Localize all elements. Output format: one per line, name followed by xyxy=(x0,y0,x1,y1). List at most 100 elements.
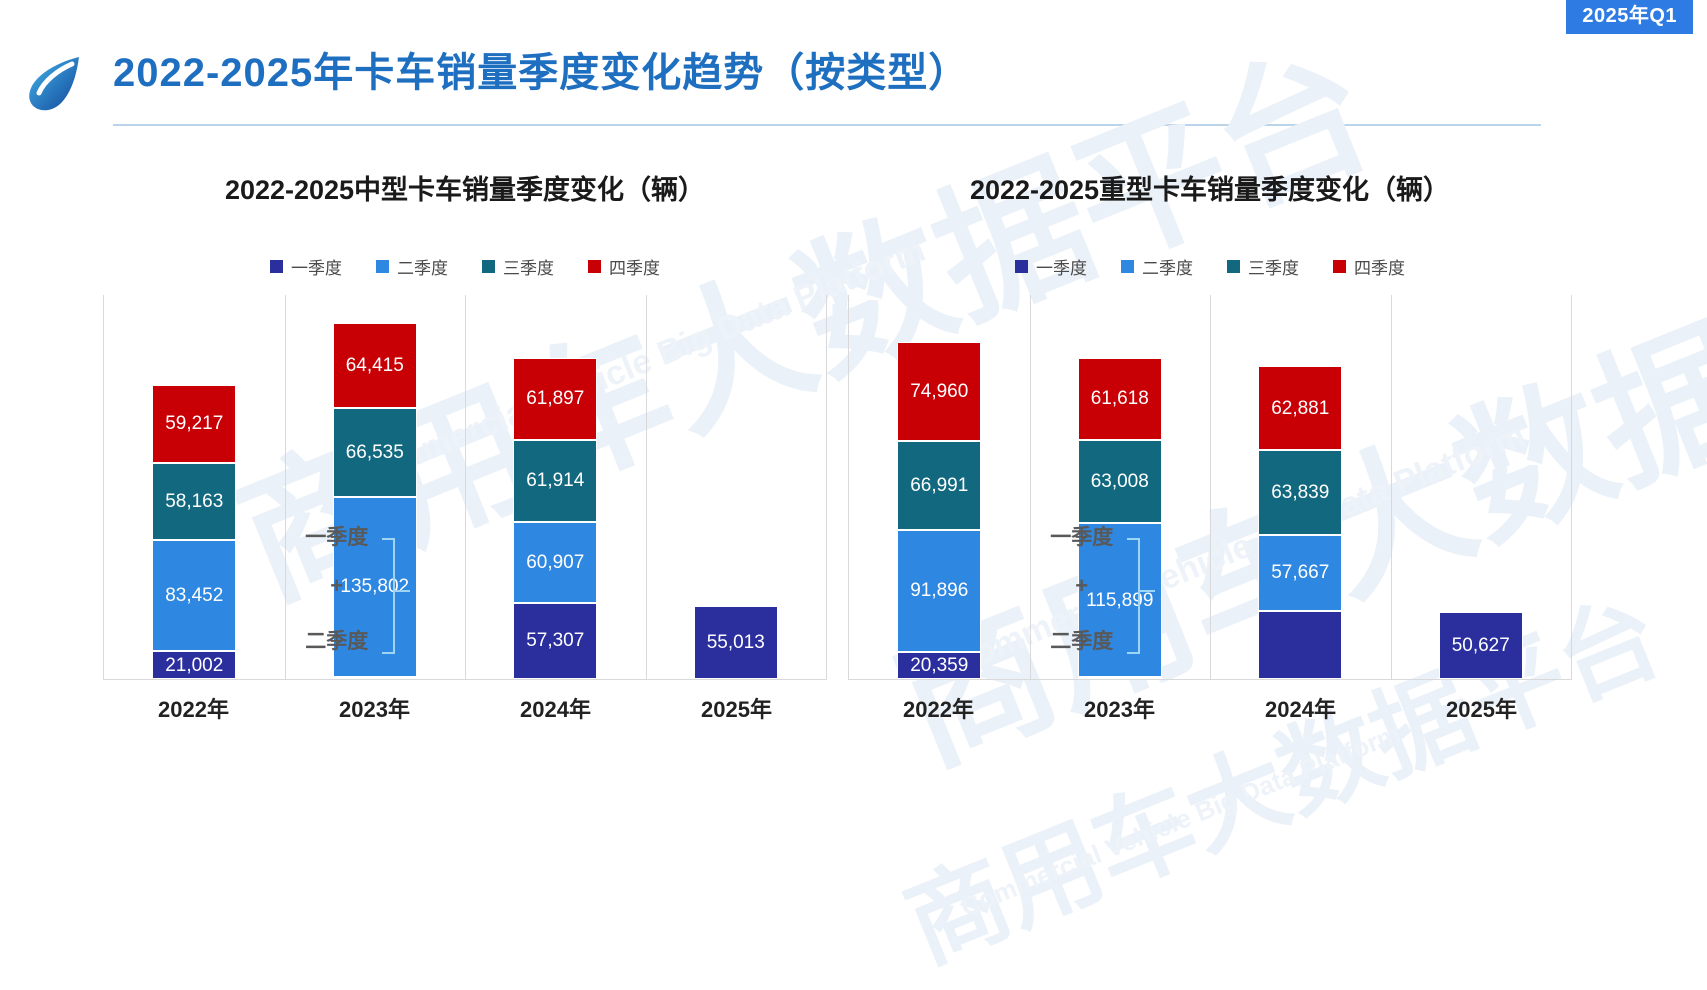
bar-segment[interactable]: 62,881 xyxy=(1258,366,1343,450)
bar-group: 57,667 63,839 62,881 xyxy=(1210,295,1391,679)
plot-separator xyxy=(645,295,647,679)
bar-value-label: 61,914 xyxy=(526,470,585,492)
bar-segment[interactable]: 115,899 xyxy=(1077,523,1162,677)
bar-segment[interactable]: 63,839 xyxy=(1258,449,1343,535)
annotation-top-label: 一季度 xyxy=(1050,526,1114,549)
chart-panel-medium-truck: 2022-2025中型卡车销量季度变化（辆） 一季度 二季度 三季度 四季度 21,0… xyxy=(95,160,835,760)
bar-value-label: 57,667 xyxy=(1271,562,1330,584)
bar-value-label: 50,627 xyxy=(1451,634,1510,656)
bar-value-label: 115,899 xyxy=(1086,589,1154,611)
bar-value-label: 20,359 xyxy=(910,654,969,676)
legend-label: 三季度 xyxy=(1248,258,1299,278)
legend-label: 四季度 xyxy=(1354,258,1405,278)
plot-area: 21,002 83,452 58,163 59,217 0 135,802 66,535 64… xyxy=(103,295,827,682)
bar-segment[interactable]: 83,452 xyxy=(152,540,237,652)
bar-segment[interactable]: 63,008 xyxy=(1077,439,1162,524)
bar-segment[interactable] xyxy=(1258,611,1343,679)
bar-stack[interactable]: 57,667 63,839 62,881 xyxy=(1258,366,1343,679)
bar-group: 55,013 xyxy=(646,295,827,679)
bar-group: 50,627 xyxy=(1391,295,1572,679)
bar-value-label: 57,307 xyxy=(526,630,585,652)
legend-swatch-icon xyxy=(588,259,601,273)
legend-label: 二季度 xyxy=(1142,258,1193,278)
legend-label: 三季度 xyxy=(503,258,554,278)
bar-value-label: 63,008 xyxy=(1090,470,1149,492)
q1-plus-q2-annotation: 一季度 + 二季度 xyxy=(1037,521,1167,671)
bar-group: 21,002 83,452 58,163 59,217 xyxy=(104,295,285,679)
annotation-bottom-label: 二季度 xyxy=(1050,630,1114,653)
annotation-plus-label: + xyxy=(1075,573,1089,598)
bar-value-label: 66,991 xyxy=(910,475,969,497)
bar-segment[interactable]: 61,618 xyxy=(1077,357,1162,440)
annotation-top-label: 一季度 xyxy=(305,526,369,549)
legend-swatch-icon xyxy=(376,259,389,273)
page-title: 2022-2025年卡车销量季度变化趋势（按类型） xyxy=(113,51,970,95)
legend-swatch-icon xyxy=(270,259,283,273)
bar-value-label: 61,897 xyxy=(526,388,585,410)
bar-segment[interactable]: 66,535 xyxy=(332,408,417,497)
bar-stack[interactable]: 57,307 60,907 61,914 61,897 xyxy=(513,357,598,679)
bracket-icon xyxy=(1126,538,1155,654)
legend-item[interactable]: 四季度 xyxy=(1333,254,1405,279)
plot-area: 20,359 91,896 66,991 74,960 0 115,899 63,008 61… xyxy=(848,295,1572,682)
bar-segment[interactable]: 59,217 xyxy=(152,384,237,464)
x-axis-label: 2024年 xyxy=(520,697,591,722)
bracket-icon xyxy=(381,538,410,654)
plot-separator xyxy=(465,295,466,679)
x-axis-label: 2025年 xyxy=(701,697,772,722)
bar-stack[interactable]: 55,013 xyxy=(693,605,778,679)
chart-title: 2022-2025重型卡车销量季度变化（辆） xyxy=(969,175,1451,205)
bar-segment[interactable]: 50,627 xyxy=(1438,611,1523,679)
bar-segment[interactable]: 74,960 xyxy=(897,341,982,442)
bar-group: 0 135,802 66,535 64,415 xyxy=(285,295,466,682)
bar-segment[interactable]: 61,897 xyxy=(513,357,598,440)
legend-item[interactable]: 一季度 xyxy=(270,254,342,279)
legend-swatch-icon xyxy=(1015,259,1028,273)
bar-segment[interactable]: 57,307 xyxy=(513,602,598,679)
legend-item[interactable]: 一季度 xyxy=(1015,254,1087,279)
bar-segment[interactable]: 57,667 xyxy=(1258,534,1343,612)
annotation-plus-label: + xyxy=(330,573,344,598)
legend-label: 四季度 xyxy=(609,258,660,278)
legend-swatch-icon xyxy=(1121,259,1134,273)
bar-value-label: 66,535 xyxy=(345,442,404,464)
legend-item[interactable]: 三季度 xyxy=(1227,254,1299,279)
bar-segment[interactable]: 0 xyxy=(1077,663,1162,682)
annotation-bottom-label: 二季度 xyxy=(305,630,369,653)
bar-stack[interactable]: 0 135,802 66,535 64,415 xyxy=(332,322,417,682)
plot-separator xyxy=(1210,295,1211,679)
leaf-logo-icon xyxy=(29,57,79,111)
bar-group: 57,307 60,907 61,914 61,897 xyxy=(465,295,646,679)
bar-segment[interactable]: 0 xyxy=(332,663,417,682)
x-axis-label: 2025年 xyxy=(1446,697,1517,722)
bar-segment[interactable]: 91,896 xyxy=(897,530,982,652)
bar-segment[interactable]: 21,002 xyxy=(152,651,237,679)
bar-segment[interactable]: 58,163 xyxy=(152,463,237,541)
bar-value-label: 58,163 xyxy=(165,491,224,513)
x-axis: 2022年 2023年 2024年 2025年 xyxy=(848,680,1572,724)
bar-value-label: 55,013 xyxy=(706,631,765,653)
bar-segment[interactable]: 55,013 xyxy=(693,605,778,679)
legend-label: 二季度 xyxy=(397,258,448,278)
legend-item[interactable]: 三季度 xyxy=(482,254,554,279)
bar-stack[interactable]: 0 115,899 63,008 61,618 xyxy=(1077,357,1162,682)
bar-stack[interactable]: 21,002 83,452 58,163 59,217 xyxy=(152,384,237,679)
legend-item[interactable]: 二季度 xyxy=(1121,254,1193,279)
bar-stack[interactable]: 50,627 xyxy=(1438,611,1523,679)
legend-item[interactable]: 四季度 xyxy=(588,254,660,279)
bar-value-label: 62,881 xyxy=(1271,397,1330,419)
bar-value-label: 63,839 xyxy=(1271,481,1330,503)
legend-item[interactable]: 二季度 xyxy=(376,254,448,279)
x-axis: 2022年 2023年 2024年 2025年 xyxy=(103,680,827,724)
bar-segment[interactable]: 61,914 xyxy=(513,439,598,523)
bar-segment[interactable]: 135,802 xyxy=(332,496,417,677)
chart-legend: 一季度 二季度 三季度 四季度 xyxy=(840,254,1580,279)
bar-segment[interactable]: 60,907 xyxy=(513,522,598,603)
bar-segment[interactable]: 20,359 xyxy=(897,651,982,679)
legend-swatch-icon xyxy=(1227,259,1240,273)
chart-legend: 一季度 二季度 三季度 四季度 xyxy=(95,254,835,279)
bar-stack[interactable]: 20,359 91,896 66,991 74,960 xyxy=(897,341,982,679)
bar-segment[interactable]: 66,991 xyxy=(897,441,982,530)
legend-swatch-icon xyxy=(1333,259,1346,273)
bar-segment[interactable]: 64,415 xyxy=(332,322,417,409)
